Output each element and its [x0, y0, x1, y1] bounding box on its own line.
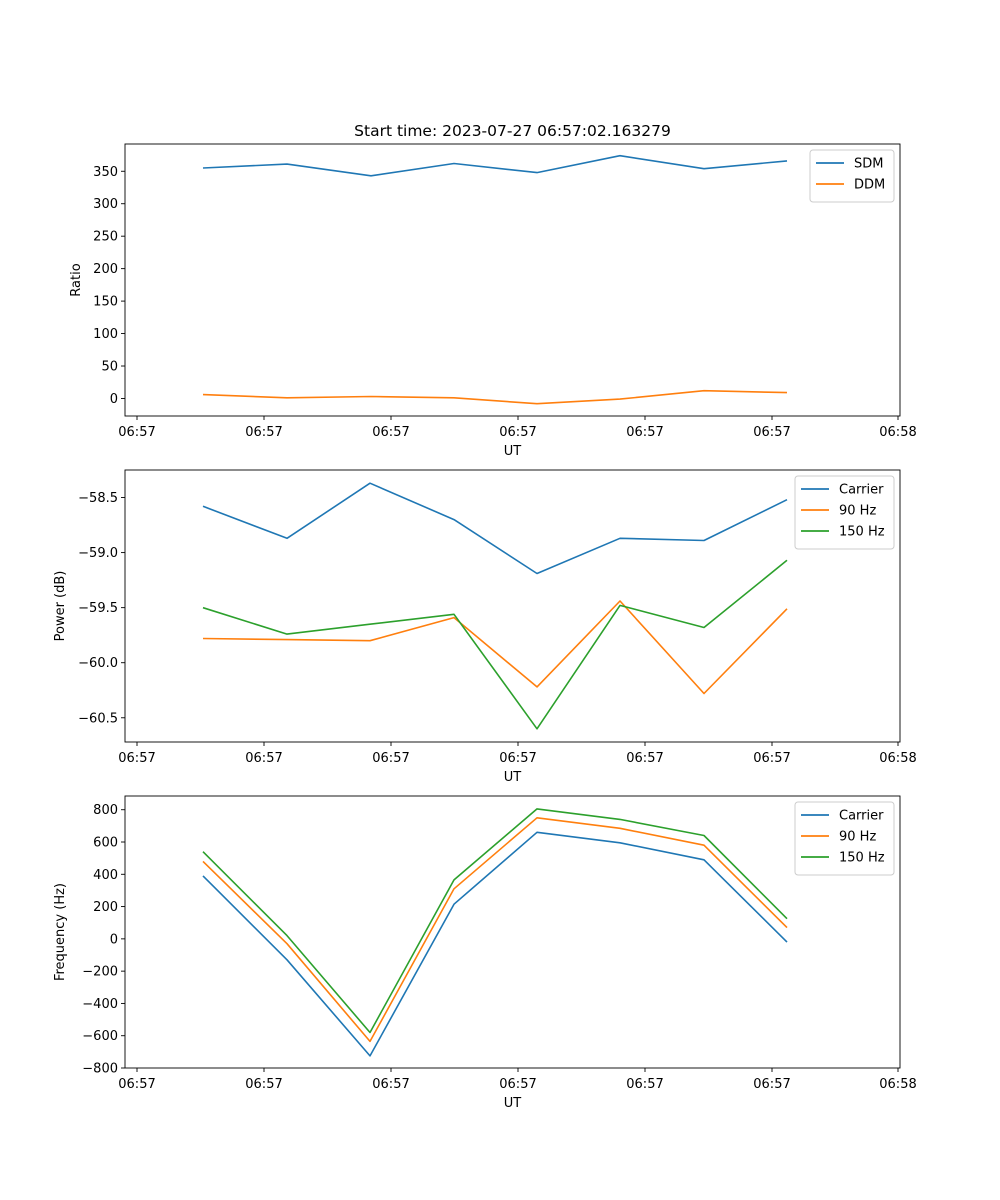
- series-line-90-hz: [202, 816, 788, 1043]
- y-axis-label: Ratio: [69, 263, 84, 296]
- x-axis-label: UT: [504, 1096, 522, 1111]
- y-tick-label: 600: [93, 836, 118, 851]
- y-tick-label: 350: [93, 165, 118, 180]
- x-tick-label: 06:57: [753, 425, 790, 440]
- legend: Carrier 90 Hz 150 Hz: [794, 475, 895, 550]
- legend-label: 90 Hz: [839, 830, 876, 845]
- x-tick-label: 06:57: [626, 751, 663, 766]
- legend: SDM DDM: [809, 149, 895, 203]
- x-tick-label: 06:58: [879, 425, 916, 440]
- legend-label: Carrier: [839, 809, 884, 824]
- y-axis-label: Power (dB): [53, 571, 68, 642]
- x-tick-label: 06:57: [372, 751, 409, 766]
- chart-panel-1: Start time: 2023-07-27 06:57:02.163279 06…: [69, 122, 917, 459]
- y-axis-label: Frequency (Hz): [53, 883, 68, 981]
- x-tick-label: 06:57: [245, 425, 282, 440]
- y-tick-label: −400: [82, 997, 118, 1012]
- x-tick-label: 06:57: [245, 751, 282, 766]
- x-axis-label: UT: [504, 444, 522, 459]
- series-line-150-hz: [202, 808, 788, 1034]
- y-tick-label: 100: [93, 327, 118, 342]
- y-tick-label: 250: [93, 230, 118, 245]
- chart-title: Start time: 2023-07-27 06:57:02.163279: [354, 122, 671, 140]
- y-tick-label: −58.5: [78, 491, 118, 506]
- y-tick-label: −200: [82, 965, 118, 980]
- chart-panel-2: 06:57 06:57 06:57 06:57 06:57 06:57 06:58 −58.5…: [53, 469, 917, 785]
- y-tick-label: −60.0: [78, 656, 118, 671]
- y-tick-label: 300: [93, 197, 118, 212]
- x-tick-label: 06:57: [499, 425, 536, 440]
- legend-label: 150 Hz: [839, 851, 885, 866]
- legend-label: DDM: [854, 178, 885, 193]
- x-tick-label: 06:57: [372, 425, 409, 440]
- y-tick-label: 50: [101, 360, 118, 375]
- x-tick-label: 06:57: [118, 751, 155, 766]
- x-tick-label: 06:57: [245, 1077, 282, 1092]
- legend-label: 90 Hz: [839, 504, 876, 519]
- x-tick-label: 06:58: [879, 1077, 916, 1092]
- legend-label: SDM: [854, 157, 883, 172]
- y-tick-label: −59.5: [78, 601, 118, 616]
- y-tick-label: −600: [82, 1029, 118, 1044]
- x-tick-label: 06:57: [499, 1077, 536, 1092]
- plot-frame: [124, 469, 901, 743]
- legend: Carrier 90 Hz 150 Hz: [794, 801, 895, 876]
- series-line-150-hz: [202, 559, 788, 730]
- series-line-90-hz: [202, 600, 788, 695]
- series-line-ddm: [202, 389, 788, 405]
- chart-panel-3: 06:57 06:57 06:57 06:57 06:57 06:57 06:58 800 60…: [53, 795, 917, 1111]
- x-tick-label: 06:57: [626, 425, 663, 440]
- y-tick-label: 200: [93, 900, 118, 915]
- x-tick-label: 06:57: [753, 1077, 790, 1092]
- series-line-sdm: [202, 154, 788, 177]
- x-tick-label: 06:57: [118, 425, 155, 440]
- x-tick-label: 06:57: [499, 751, 536, 766]
- y-tick-label: 800: [93, 803, 118, 818]
- x-tick-label: 06:57: [372, 1077, 409, 1092]
- y-tick-label: 150: [93, 295, 118, 310]
- y-tick-label: −60.5: [78, 711, 118, 726]
- y-tick-label: 0: [110, 932, 118, 947]
- legend-label: Carrier: [839, 483, 884, 498]
- plot-frame: [124, 143, 901, 417]
- y-tick-label: 0: [110, 392, 118, 407]
- y-tick-label: 200: [93, 262, 118, 277]
- x-axis-label: UT: [504, 770, 522, 785]
- series-line-carrier: [202, 831, 788, 1057]
- y-tick-label: 400: [93, 868, 118, 883]
- plot-frame: [124, 795, 901, 1069]
- x-tick-label: 06:57: [118, 1077, 155, 1092]
- x-tick-label: 06:58: [879, 751, 916, 766]
- y-tick-label: −59.0: [78, 546, 118, 561]
- y-tick-label: −800: [82, 1062, 118, 1077]
- legend-label: 150 Hz: [839, 525, 885, 540]
- x-tick-label: 06:57: [753, 751, 790, 766]
- series-line-carrier: [202, 482, 788, 575]
- x-tick-label: 06:57: [626, 1077, 663, 1092]
